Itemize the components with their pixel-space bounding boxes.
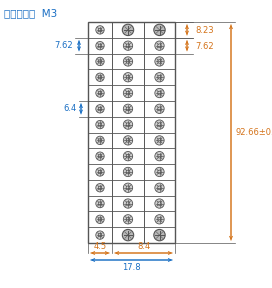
Circle shape (155, 151, 164, 161)
Circle shape (123, 57, 133, 66)
Circle shape (96, 168, 104, 176)
Circle shape (154, 24, 165, 36)
Circle shape (96, 105, 104, 113)
Circle shape (96, 41, 104, 50)
Circle shape (123, 73, 133, 82)
Circle shape (123, 151, 133, 161)
Circle shape (155, 199, 164, 208)
Circle shape (123, 199, 133, 208)
Text: 8.23: 8.23 (195, 26, 214, 35)
Text: 7.62: 7.62 (54, 41, 73, 50)
Circle shape (123, 183, 133, 192)
Circle shape (155, 41, 164, 50)
Text: 8.4: 8.4 (137, 242, 150, 251)
Circle shape (123, 88, 133, 98)
Circle shape (96, 215, 104, 223)
Circle shape (122, 230, 134, 241)
Text: 7.62: 7.62 (195, 42, 214, 51)
Circle shape (154, 230, 165, 241)
Circle shape (155, 104, 164, 113)
Circle shape (96, 199, 104, 208)
Circle shape (123, 41, 133, 50)
Circle shape (96, 120, 104, 129)
Circle shape (155, 136, 164, 145)
Text: 端子大小：  M3: 端子大小： M3 (4, 8, 57, 18)
Circle shape (155, 183, 164, 192)
Circle shape (123, 136, 133, 145)
Circle shape (155, 167, 164, 177)
Circle shape (96, 89, 104, 97)
Circle shape (123, 167, 133, 177)
Circle shape (122, 24, 134, 36)
Circle shape (96, 183, 104, 192)
Text: 4.5: 4.5 (94, 242, 107, 251)
Circle shape (155, 88, 164, 98)
Circle shape (123, 215, 133, 224)
Circle shape (96, 136, 104, 145)
Circle shape (155, 57, 164, 66)
Text: 6.4: 6.4 (64, 104, 77, 113)
Circle shape (155, 120, 164, 129)
Text: 17.8: 17.8 (122, 263, 141, 272)
Circle shape (155, 73, 164, 82)
Circle shape (96, 152, 104, 160)
Circle shape (155, 215, 164, 224)
Bar (88, 22, 175, 243)
Circle shape (96, 73, 104, 82)
Circle shape (96, 57, 104, 66)
Text: 92.66±0.1: 92.66±0.1 (235, 128, 272, 137)
Circle shape (123, 120, 133, 129)
Circle shape (96, 231, 104, 239)
Circle shape (96, 26, 104, 34)
Circle shape (123, 104, 133, 113)
